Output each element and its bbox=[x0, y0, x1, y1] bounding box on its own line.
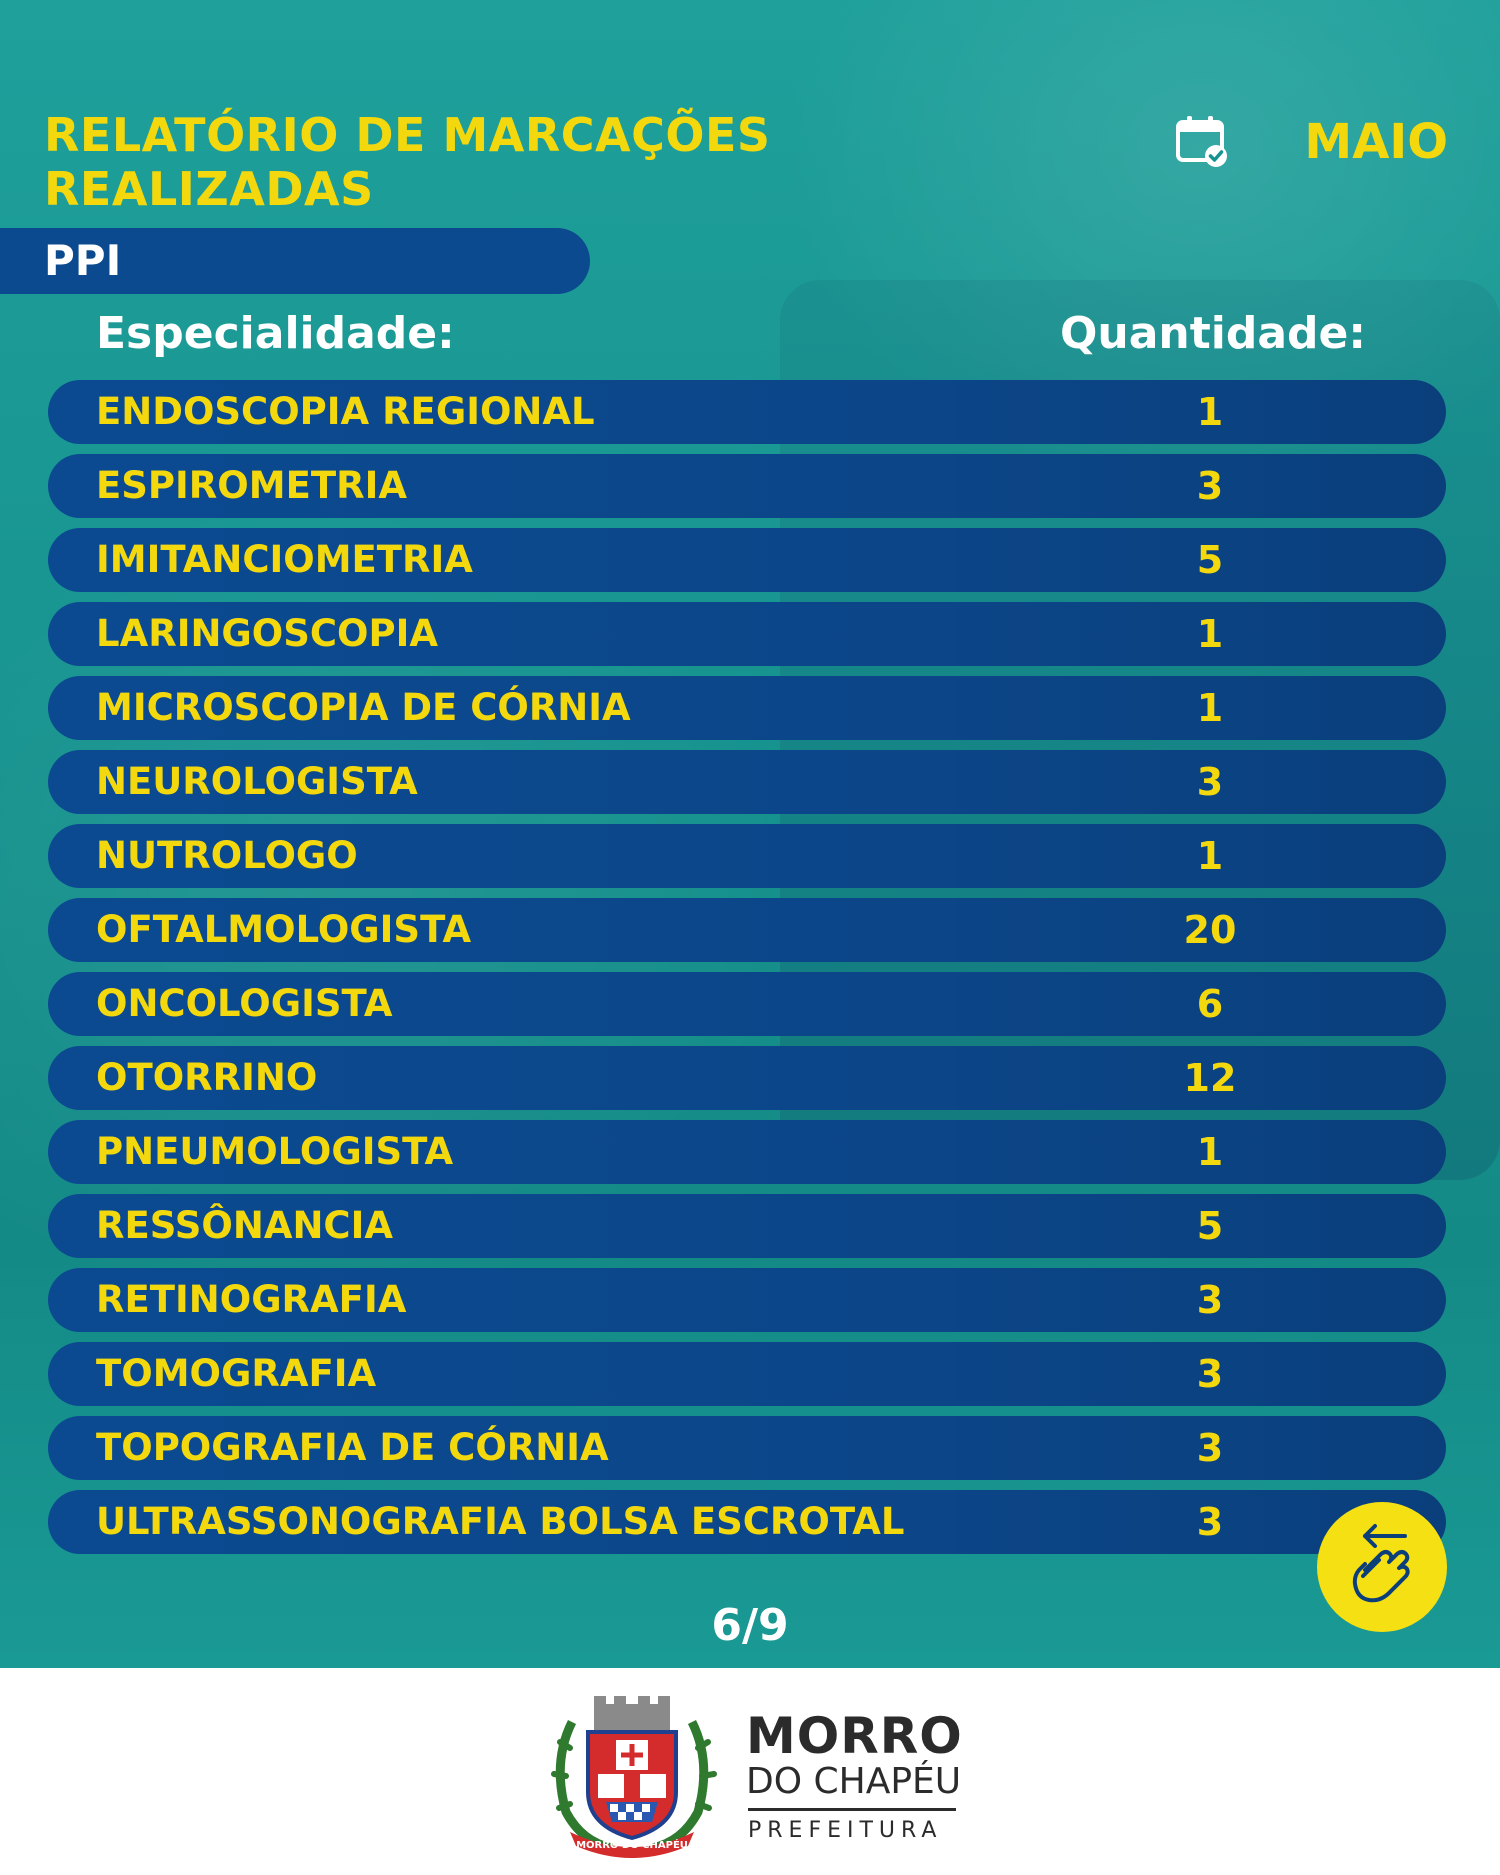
month-label: MAIO bbox=[1304, 114, 1448, 170]
calendar-check-icon bbox=[1176, 116, 1227, 167]
specialty-name: OTORRINO bbox=[96, 1056, 318, 1099]
specialty-quantity: 1 bbox=[1196, 390, 1224, 434]
section-pill: PPI bbox=[0, 228, 590, 294]
svg-text:MORRO DO CHAPÉU: MORRO DO CHAPÉU bbox=[576, 1838, 688, 1851]
specialty-name: ESPIROMETRIA bbox=[96, 464, 407, 507]
title-line-1: RELATÓRIO DE MARCAÇÕES bbox=[44, 108, 771, 162]
column-header-specialty: Especialidade: bbox=[96, 308, 455, 359]
specialty-quantity: 3 bbox=[1196, 464, 1224, 508]
specialty-quantity: 5 bbox=[1196, 538, 1224, 582]
specialty-name: ONCOLOGISTA bbox=[96, 982, 393, 1025]
specialty-quantity: 1 bbox=[1196, 612, 1224, 656]
specialty-name: NEUROLOGISTA bbox=[96, 760, 418, 803]
brand-name-line-1: MORRO bbox=[746, 1707, 963, 1765]
specialty-quantity: 3 bbox=[1196, 1500, 1224, 1544]
specialty-quantity: 5 bbox=[1196, 1204, 1224, 1248]
specialty-quantity: 1 bbox=[1196, 834, 1224, 878]
specialty-quantity: 3 bbox=[1196, 760, 1224, 804]
specialty-name: TOPOGRAFIA DE CÓRNIA bbox=[96, 1426, 609, 1469]
specialty-name: TOMOGRAFIA bbox=[96, 1352, 377, 1395]
specialty-quantity: 20 bbox=[1183, 908, 1237, 952]
table-row: NEUROLOGISTA 3 bbox=[48, 750, 1446, 814]
table-row: ENDOSCOPIA REGIONAL 1 bbox=[48, 380, 1446, 444]
specialty-name: ENDOSCOPIA REGIONAL bbox=[96, 390, 595, 433]
specialty-name: NUTROLOGO bbox=[96, 834, 358, 877]
specialty-table: ENDOSCOPIA REGIONAL 1 ESPIROMETRIA 3 IMITA… bbox=[48, 380, 1446, 1564]
report-panel: RELATÓRIO DE MARCAÇÕES REALIZADAS MAIO P… bbox=[0, 0, 1500, 1668]
specialty-quantity: 1 bbox=[1196, 1130, 1224, 1174]
specialty-name: LARINGOSCOPIA bbox=[96, 612, 439, 655]
brand-name-line-2: DO CHAPÉU bbox=[746, 1761, 962, 1802]
specialty-name: ULTRASSONOGRAFIA BOLSA ESCROTAL bbox=[96, 1500, 905, 1543]
table-row: ULTRASSONOGRAFIA BOLSA ESCROTAL 3 bbox=[48, 1490, 1446, 1554]
specialty-name: MICROSCOPIA DE CÓRNIA bbox=[96, 686, 631, 729]
table-row: IMITANCIOMETRIA 5 bbox=[48, 528, 1446, 592]
specialty-quantity: 6 bbox=[1196, 982, 1224, 1026]
table-row: ONCOLOGISTA 6 bbox=[48, 972, 1446, 1036]
table-row: OTORRINO 12 bbox=[48, 1046, 1446, 1110]
specialty-name: PNEUMOLOGISTA bbox=[96, 1130, 454, 1173]
table-row: MICROSCOPIA DE CÓRNIA 1 bbox=[48, 676, 1446, 740]
table-row: RESSÔNANCIA 5 bbox=[48, 1194, 1446, 1258]
specialty-name: RETINOGRAFIA bbox=[96, 1278, 407, 1321]
specialty-name: RESSÔNANCIA bbox=[96, 1204, 393, 1247]
municipal-crest-logo: MORRO DO CHAPÉU bbox=[551, 1696, 717, 1858]
table-row: TOMOGRAFIA 3 bbox=[48, 1342, 1446, 1406]
table-row: ESPIROMETRIA 3 bbox=[48, 454, 1446, 518]
specialty-name: IMITANCIOMETRIA bbox=[96, 538, 473, 581]
table-row: LARINGOSCOPIA 1 bbox=[48, 602, 1446, 666]
table-row: OFTALMOLOGISTA 20 bbox=[48, 898, 1446, 962]
page-indicator: 6/9 bbox=[711, 1600, 789, 1651]
table-row: NUTROLOGO 1 bbox=[48, 824, 1446, 888]
specialty-quantity: 3 bbox=[1196, 1352, 1224, 1396]
swipe-next-button[interactable] bbox=[1317, 1502, 1447, 1632]
page-title: RELATÓRIO DE MARCAÇÕES REALIZADAS bbox=[44, 108, 771, 216]
brand-divider bbox=[748, 1808, 956, 1811]
table-row: PNEUMOLOGISTA 1 bbox=[48, 1120, 1446, 1184]
table-row: TOPOGRAFIA DE CÓRNIA 3 bbox=[48, 1416, 1446, 1480]
specialty-quantity: 12 bbox=[1183, 1056, 1237, 1100]
specialty-quantity: 3 bbox=[1196, 1426, 1224, 1470]
column-header-quantity: Quantidade: bbox=[1060, 308, 1366, 359]
title-line-2: REALIZADAS bbox=[44, 162, 374, 216]
specialty-name: OFTALMOLOGISTA bbox=[96, 908, 472, 951]
table-row: RETINOGRAFIA 3 bbox=[48, 1268, 1446, 1332]
section-label: PPI bbox=[44, 236, 122, 285]
swipe-hand-icon bbox=[1352, 1524, 1410, 1603]
brand-subtitle: PREFEITURA bbox=[748, 1818, 943, 1843]
specialty-quantity: 3 bbox=[1196, 1278, 1224, 1322]
specialty-quantity: 1 bbox=[1196, 686, 1224, 730]
